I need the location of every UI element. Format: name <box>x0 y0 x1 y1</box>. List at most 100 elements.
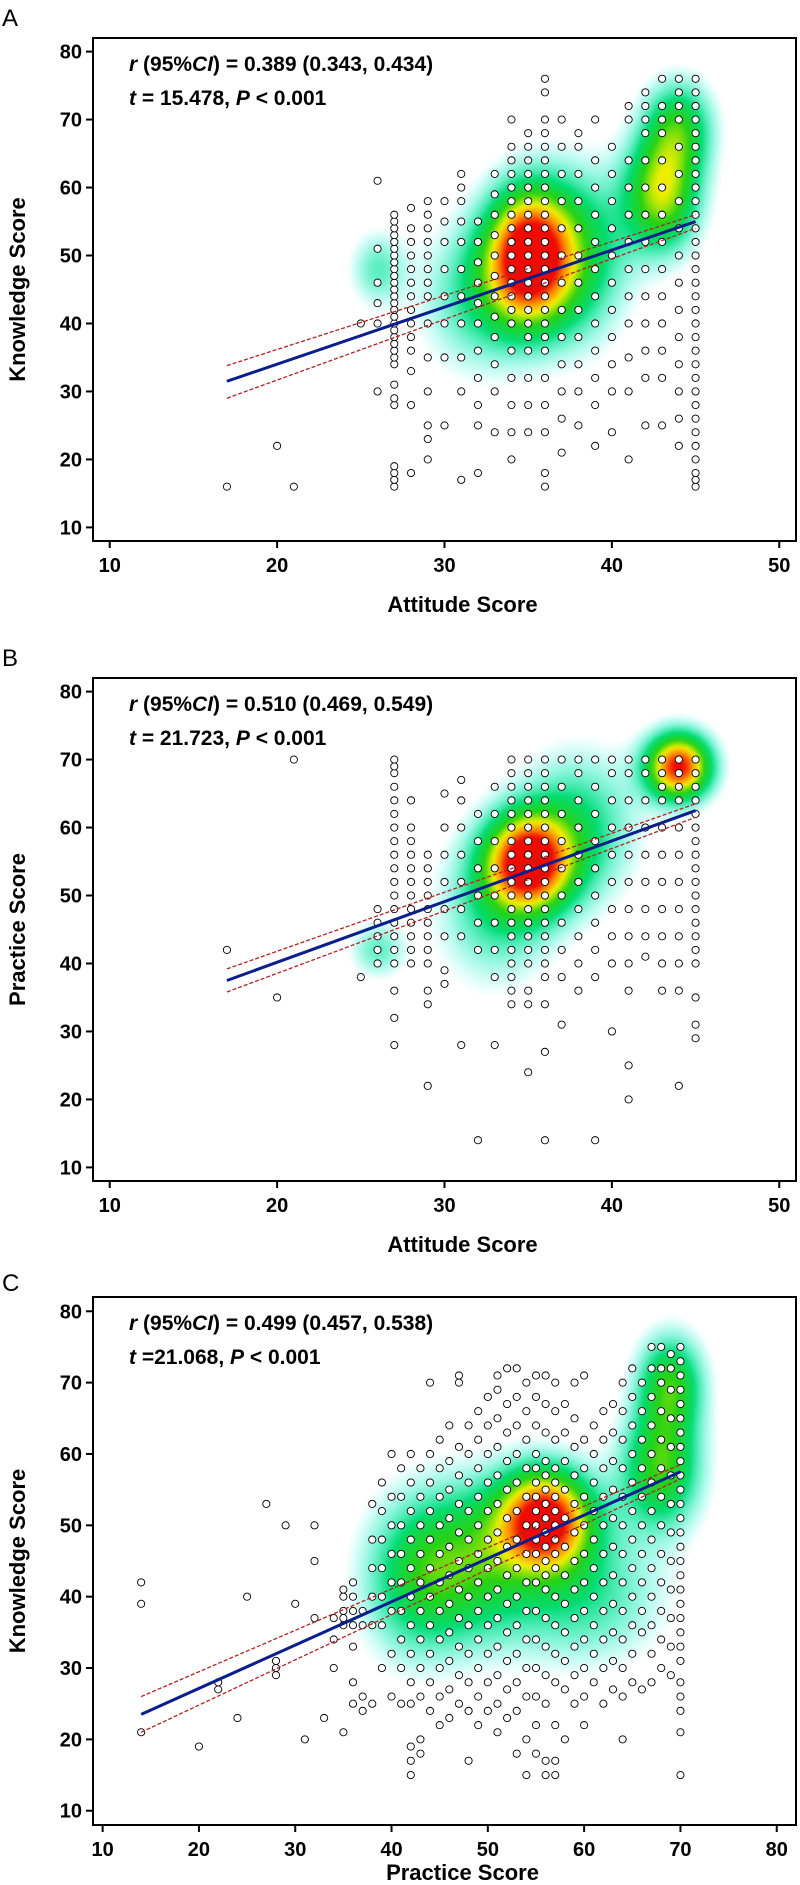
scatter-point <box>490 210 499 219</box>
scatter-point <box>493 1671 502 1680</box>
scatter-point <box>490 231 499 240</box>
scatter-point <box>641 292 650 301</box>
scatter-point <box>591 441 600 450</box>
scatter-point <box>507 796 516 805</box>
scatter-point <box>607 850 616 859</box>
scatter-point <box>637 1521 646 1530</box>
x-tick-label: 50 <box>477 1839 499 1861</box>
scatter-point <box>674 88 683 97</box>
scatter-point <box>676 1385 685 1394</box>
scatter-point <box>607 333 616 342</box>
scatter-point <box>457 353 466 362</box>
scatter-point <box>628 1507 637 1516</box>
scatter-point <box>440 421 449 430</box>
scatter-point <box>657 1521 666 1530</box>
scatter-point <box>540 251 549 260</box>
scatter-point <box>624 265 633 274</box>
scatter-point <box>426 1535 435 1544</box>
scatter-point <box>457 265 466 274</box>
scatter-point <box>390 210 399 219</box>
scatter-point <box>524 1000 533 1009</box>
scatter-point <box>457 169 466 178</box>
scatter-point <box>310 1614 319 1623</box>
scatter-point <box>580 1435 589 1444</box>
scatter-point <box>570 1556 579 1566</box>
scatter-point <box>507 346 516 355</box>
scatter-point <box>339 1614 348 1623</box>
scatter-point <box>541 1671 550 1680</box>
scatter-point <box>691 265 700 274</box>
scatter-point <box>377 1535 386 1544</box>
scatter-point <box>454 1442 463 1451</box>
scatter-point <box>406 796 416 805</box>
scatter-point <box>574 360 583 369</box>
scatter-point <box>666 1385 675 1394</box>
scatter-point <box>607 932 616 941</box>
scatter-point <box>454 1371 463 1380</box>
scatter-point <box>373 176 382 185</box>
scatter-point <box>522 1435 531 1444</box>
scatter-point <box>490 945 499 954</box>
scatter-point <box>435 1692 444 1701</box>
scatter-point <box>524 932 533 941</box>
scatter-point <box>524 850 533 859</box>
scatter-point <box>691 837 700 846</box>
scatter-point <box>637 1378 646 1387</box>
scatter-point <box>647 1342 656 1351</box>
scatter-point <box>541 1542 550 1551</box>
scatter-point <box>540 237 549 246</box>
scatter-point <box>540 183 549 192</box>
scatter-point <box>457 237 466 246</box>
scatter-point <box>416 1521 425 1530</box>
x-tick-label: 30 <box>284 1839 306 1861</box>
scatter-point <box>426 1621 435 1630</box>
scatter-point <box>647 1678 656 1687</box>
scatter-point <box>657 1549 666 1558</box>
scatter-point <box>557 918 566 927</box>
scatter-point <box>641 755 650 764</box>
scatter-point <box>540 142 549 151</box>
ci-upper-line <box>226 803 696 970</box>
scatter-point <box>406 237 416 246</box>
scatter-point <box>440 197 449 206</box>
scatter-point <box>406 877 416 886</box>
scatter-point <box>691 918 700 927</box>
scatter-point <box>574 905 583 914</box>
scatter-point <box>423 353 432 362</box>
scatter-point <box>560 1514 569 1523</box>
scatter-point <box>423 945 432 954</box>
y-tick-label: 20 <box>60 1729 82 1751</box>
scatter-point <box>503 1485 512 1494</box>
scatter-point <box>557 387 566 396</box>
y-axis-label: Practice Score <box>5 853 30 1006</box>
scatter-point <box>591 945 600 954</box>
scatter-point <box>493 1385 502 1394</box>
panel-c: C 10 20 30 40 50 60 70 80 10 20 30 40 50 60 70 80 Practic… <box>2 1270 797 1885</box>
scatter-point <box>390 251 399 260</box>
scatter-point <box>423 1000 432 1009</box>
scatter-point <box>524 319 533 328</box>
scatter-point <box>493 1471 502 1480</box>
scatter-point <box>676 1728 685 1737</box>
scatter-point <box>435 1549 444 1558</box>
scatter-point <box>348 1578 358 1587</box>
scatter-point <box>440 319 449 328</box>
scatter-point <box>658 421 667 430</box>
scatter-point <box>540 755 549 764</box>
scatter-point <box>493 1614 502 1623</box>
scatter-point <box>540 959 549 968</box>
scatter-point <box>657 1378 666 1387</box>
scatter-point <box>522 1492 531 1501</box>
scatter-point <box>674 782 683 791</box>
scatter-point <box>507 265 516 274</box>
scatter-point <box>373 319 382 328</box>
scatter-point <box>628 1535 637 1544</box>
scatter-point <box>464 1621 473 1630</box>
scatter-point <box>531 1371 541 1380</box>
scatter-point <box>540 428 549 437</box>
scatter-point <box>574 421 583 430</box>
scatter-point <box>540 169 549 178</box>
scatter-point <box>574 986 583 995</box>
scatter-point <box>676 1692 685 1701</box>
scatter-point <box>507 292 516 301</box>
